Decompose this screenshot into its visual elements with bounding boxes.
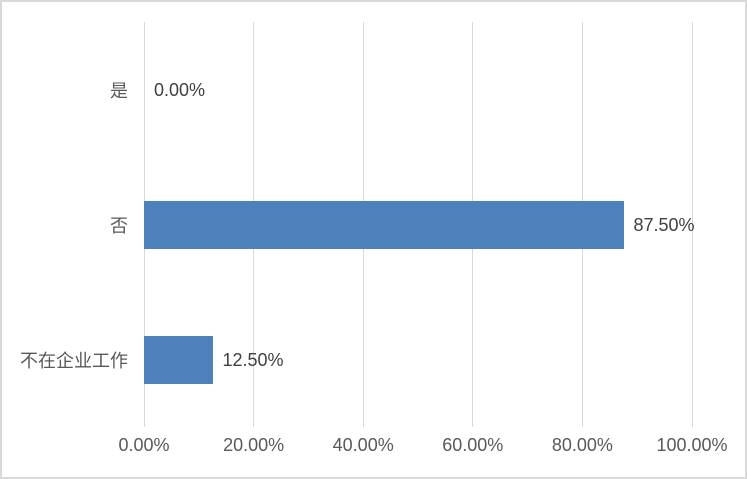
x-axis-tick-label: 100.00% bbox=[656, 435, 728, 455]
bar bbox=[144, 200, 624, 249]
x-axis-tick-label: 40.00% bbox=[332, 435, 394, 455]
gridline bbox=[691, 22, 693, 427]
category-label: 否 bbox=[110, 215, 128, 236]
category-axis: 是否不在企业工作 bbox=[0, 22, 128, 427]
bar-row: 12.50% bbox=[144, 292, 692, 427]
bar-row: 0.00% bbox=[144, 22, 692, 157]
x-axis-tick-label: 80.00% bbox=[551, 435, 613, 455]
category-label: 不在企业工作 bbox=[20, 350, 128, 371]
x-axis: 0.00% 20.00% 40.00% 60.00% 80.00% 100.00% bbox=[0, 436, 747, 460]
x-axis-tick-label: 60.00% bbox=[442, 435, 504, 455]
value-label: 0.00% bbox=[154, 79, 206, 100]
x-axis-tick-label: 0.00% bbox=[118, 435, 170, 455]
bar-row: 87.50% bbox=[144, 157, 695, 292]
plot-area: 0.00% 87.50% 12.50% bbox=[143, 22, 695, 427]
category-label: 是 bbox=[110, 80, 128, 101]
x-axis-tick-label: 20.00% bbox=[223, 435, 285, 455]
value-label: 12.50% bbox=[222, 349, 284, 370]
value-label: 87.50% bbox=[633, 214, 695, 235]
bar bbox=[144, 335, 213, 384]
